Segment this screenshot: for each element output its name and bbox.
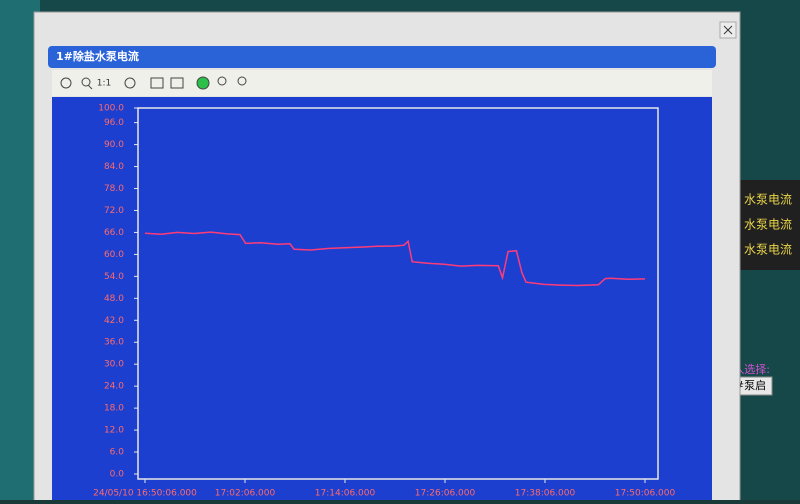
y-tick-label: 78.0 (104, 184, 124, 194)
y-tick-label: 48.0 (104, 294, 124, 304)
y-tick-label: 84.0 (104, 162, 124, 172)
bg-label: 入选择: (733, 362, 770, 376)
bg-label: 水泵电流 (744, 243, 792, 257)
plot-frame (137, 107, 659, 480)
y-tick-label: 54.0 (104, 272, 124, 282)
close-button[interactable] (719, 21, 737, 39)
y-tick-label: 30.0 (104, 360, 124, 370)
svg-text:1:1: 1:1 (97, 79, 111, 89)
y-tick-label: 36.0 (104, 338, 124, 348)
toolbar (52, 70, 712, 96)
y-tick-label: 96.0 (104, 118, 124, 128)
y-tick-label: 6.0 (110, 448, 125, 458)
y-tick-label: 24.0 (104, 382, 124, 392)
y-tick-label: 42.0 (104, 316, 124, 326)
toolbar-icons[interactable]: 1:1 (60, 76, 247, 90)
hmi-left-panel (0, 0, 40, 500)
bg-label: 水泵电流 (744, 193, 792, 207)
bg-label: 水泵电流 (744, 218, 792, 232)
y-tick-label: 12.0 (104, 426, 124, 436)
title-bar (48, 46, 716, 68)
y-tick-label: 100.0 (98, 104, 124, 114)
x-tick-label: 17:14:06.000 (315, 489, 376, 499)
x-tick-label: 17:26:06.000 (415, 489, 476, 499)
x-tick-label: 17:50:06.000 (615, 489, 676, 499)
x-tick-label: 24/05/10 16:50:06.000 (93, 489, 197, 499)
y-tick-label: 0.0 (110, 470, 125, 480)
x-tick-label: 17:02:06.000 (215, 489, 276, 499)
y-tick-label: 66.0 (104, 228, 124, 238)
hmi-right-panel (740, 180, 800, 270)
y-tick-label: 90.0 (104, 140, 124, 150)
window-title: 1#除盐水泵电流 (56, 49, 139, 63)
plot-background (52, 97, 712, 502)
trend-line (144, 231, 646, 287)
x-tick-label: 17:38:06.000 (515, 489, 576, 499)
y-tick-label: 60.0 (104, 250, 124, 260)
y-tick-label: 72.0 (104, 206, 124, 216)
y-tick-label: 18.0 (104, 404, 124, 414)
